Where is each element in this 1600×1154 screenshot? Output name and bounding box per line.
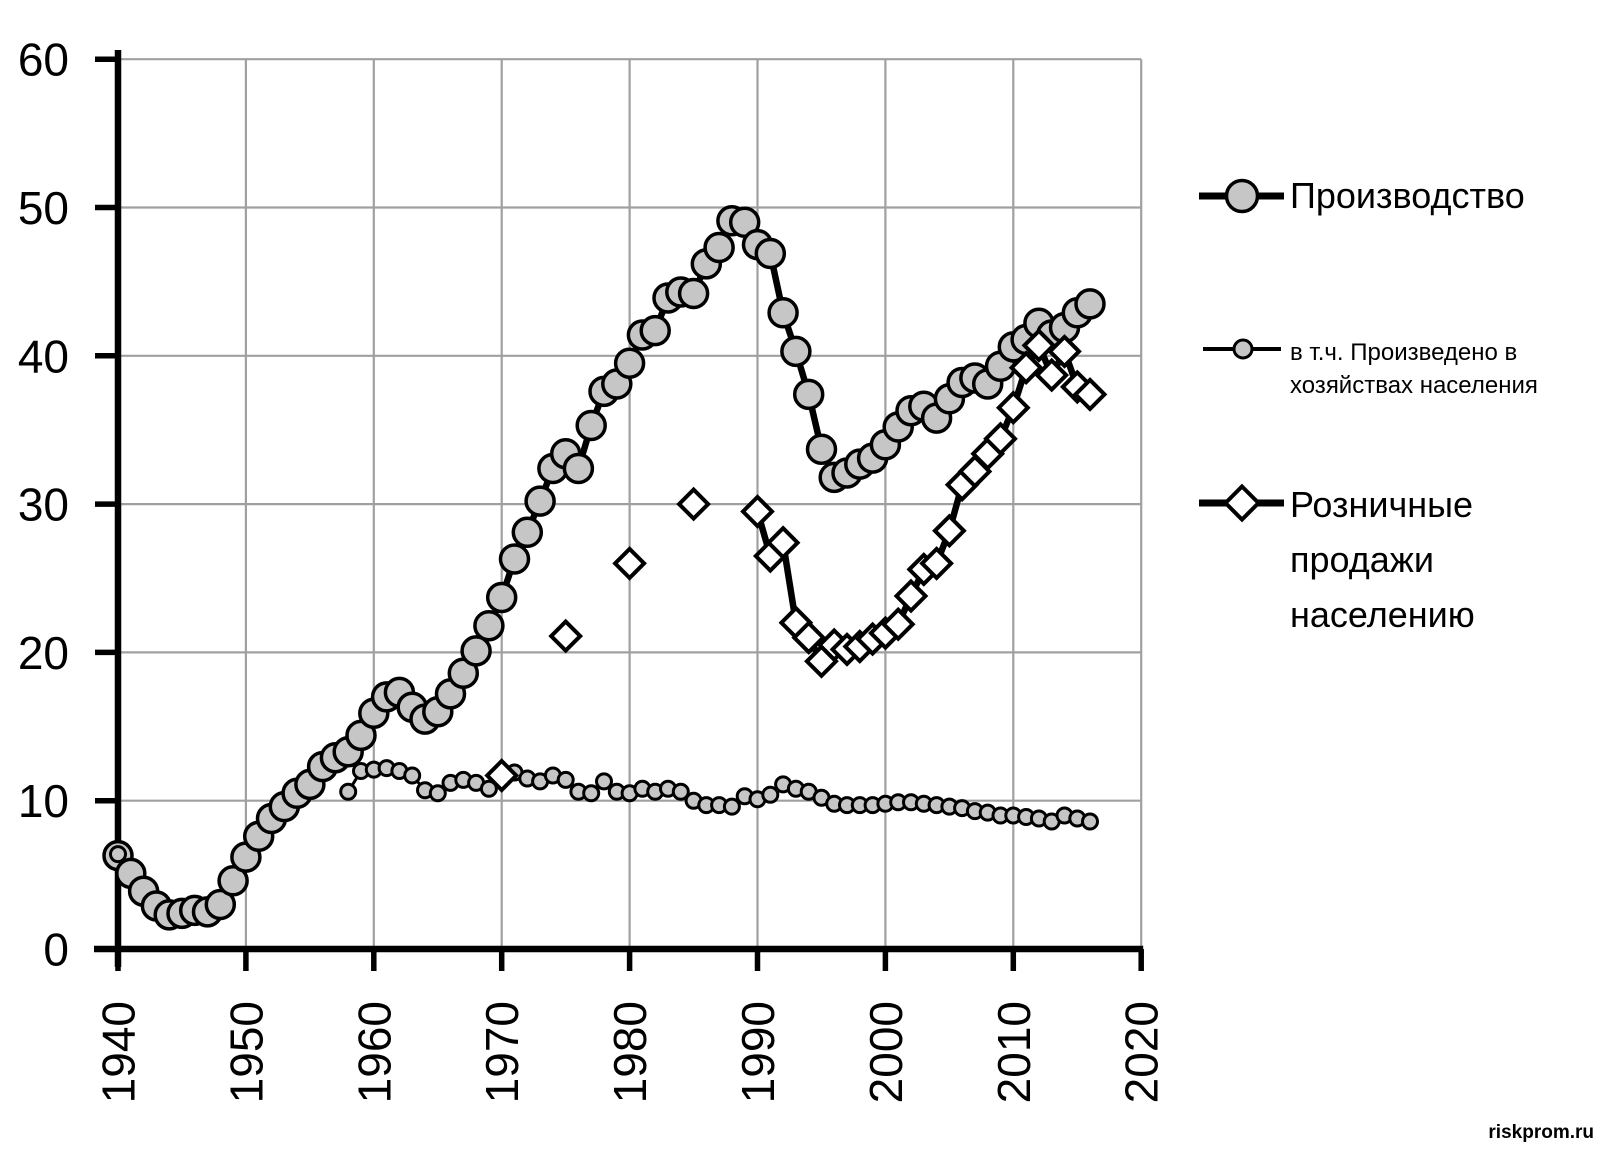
retail-sales-series-point bbox=[1021, 328, 1057, 363]
legend-label-retail-line1: Розничные bbox=[1290, 484, 1474, 525]
x-tick-label: 1970 bbox=[476, 1001, 528, 1103]
y-tick-label: 0 bbox=[43, 924, 69, 976]
retail-sales-series-point bbox=[1047, 334, 1082, 369]
y-tick-label: 50 bbox=[18, 182, 69, 234]
retail-sales-series-point bbox=[791, 620, 827, 655]
production-series-point bbox=[524, 485, 556, 517]
household-production-series-point bbox=[671, 782, 690, 801]
production-series-point bbox=[511, 516, 544, 549]
y-tick-label: 10 bbox=[18, 775, 69, 827]
production-series-point bbox=[703, 231, 735, 264]
production-series bbox=[102, 205, 1106, 931]
household-production-series-point bbox=[722, 797, 741, 816]
household-production-series-point bbox=[761, 785, 780, 804]
retail-sales-series-point bbox=[484, 758, 520, 793]
household-production-series-point bbox=[479, 779, 498, 798]
household-series-marker-icon bbox=[1203, 338, 1281, 360]
y-tick-label: 30 bbox=[18, 479, 69, 531]
retail-sales-series-point bbox=[919, 546, 954, 581]
production-series-point bbox=[562, 452, 595, 485]
household-production-series-point bbox=[339, 782, 358, 801]
legend: Производство в т.ч. Произведено в хозяйс… bbox=[1178, 0, 1600, 1154]
x-tick-label: 1990 bbox=[732, 1001, 784, 1103]
production-series-point bbox=[792, 378, 825, 411]
retail-sales-series-point bbox=[612, 546, 647, 581]
production-series-point bbox=[217, 865, 249, 897]
production-series-point bbox=[639, 314, 671, 347]
retail-sales-series bbox=[484, 328, 1108, 793]
legend-label-retail-line2: продажи bbox=[1290, 539, 1434, 580]
household-production-series-point bbox=[1081, 812, 1099, 831]
watermark: riskprom.ru bbox=[1488, 1122, 1594, 1143]
production-series-marker-icon bbox=[1199, 178, 1284, 214]
x-tick-label: 2010 bbox=[988, 1001, 1040, 1103]
retail-sales-series-point bbox=[676, 486, 711, 522]
retail-sales-series-point bbox=[548, 618, 584, 654]
x-tick-label: 1980 bbox=[604, 1001, 656, 1103]
production-series-point bbox=[677, 277, 710, 310]
legend-label-household: в т.ч. Произведено в хозяйствах населени… bbox=[1290, 336, 1538, 402]
production-series-point bbox=[805, 433, 838, 465]
x-tick-label: 1960 bbox=[348, 1001, 400, 1103]
production-series-point bbox=[613, 347, 646, 379]
production-series-point bbox=[575, 409, 607, 442]
x-tick-label: 2000 bbox=[860, 1001, 912, 1103]
retail-sales-series-point bbox=[740, 494, 775, 529]
household-production-series-point bbox=[582, 784, 601, 803]
y-tick-label: 20 bbox=[18, 627, 69, 679]
retail-series-marker-icon bbox=[1199, 483, 1284, 523]
legend-label-retail: Розничные продажи населению bbox=[1290, 477, 1475, 642]
household-production-series-point bbox=[428, 784, 447, 803]
retail-sales-series-point bbox=[893, 578, 929, 614]
retail-sales-series-point bbox=[1008, 350, 1044, 386]
retail-sales-series-point bbox=[983, 421, 1018, 457]
production-series-point bbox=[754, 237, 787, 270]
household-production-series-point bbox=[403, 766, 422, 785]
retail-sales-series-point bbox=[995, 390, 1031, 426]
production-series-point bbox=[767, 297, 799, 329]
retail-sales-series-point bbox=[765, 525, 801, 561]
production-series-point bbox=[204, 888, 237, 921]
production-series-point bbox=[1074, 288, 1106, 320]
production-series-point bbox=[473, 609, 505, 642]
production-series-point bbox=[460, 635, 492, 667]
production-series-point bbox=[780, 335, 812, 368]
tick-labels: 0 10 20 30 40 50 60 1940 1950 1960 1970 1980 1990 200… bbox=[18, 34, 1168, 1104]
gridlines bbox=[118, 58, 1143, 949]
legend-label-household-line2: хозяйствах населения bbox=[1290, 372, 1538, 399]
retail-sales-series-point bbox=[932, 513, 967, 549]
retail-sales-series-point bbox=[880, 606, 916, 642]
legend-label-household-line1: в т.ч. Произведено в bbox=[1290, 339, 1518, 366]
household-production-series-point bbox=[556, 770, 575, 789]
household-production-series-point bbox=[109, 845, 127, 864]
x-tick-label: 2020 bbox=[1116, 1001, 1168, 1103]
production-series-point bbox=[485, 581, 518, 614]
legend-label-retail-line3: населению bbox=[1290, 594, 1475, 635]
retail-sales-series-point bbox=[1072, 377, 1108, 412]
legend-label-production: Производство bbox=[1290, 175, 1525, 216]
retail-sales-series-point bbox=[1034, 357, 1070, 393]
axes bbox=[94, 50, 1144, 971]
y-tick-label: 40 bbox=[18, 330, 69, 382]
x-tick-label: 1940 bbox=[93, 1001, 145, 1103]
household-production-series-point bbox=[595, 772, 613, 791]
y-tick-label: 60 bbox=[18, 34, 69, 86]
x-tick-label: 1950 bbox=[220, 1001, 272, 1103]
production-series-point bbox=[498, 543, 531, 575]
